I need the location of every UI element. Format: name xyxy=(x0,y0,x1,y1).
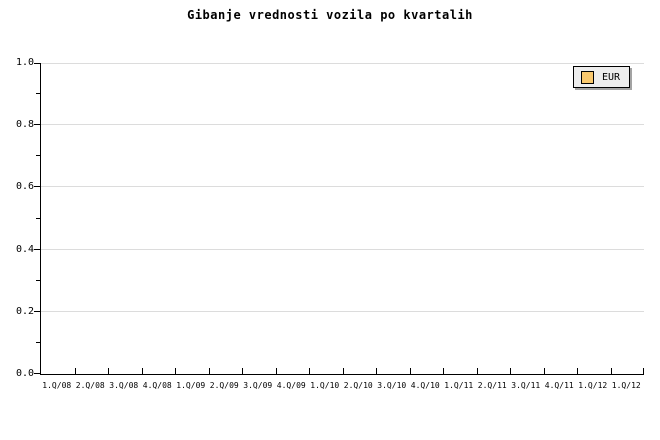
x-axis-tick xyxy=(544,368,545,374)
y-axis-tick xyxy=(34,249,40,250)
gridline-y xyxy=(41,186,644,187)
x-axis-tick-label: 4.Q/11 xyxy=(544,381,574,390)
y-axis-minor-tick xyxy=(36,93,40,94)
x-axis-tick-label: 1.Q/12 xyxy=(611,381,641,390)
x-axis-tick xyxy=(643,368,644,374)
y-axis-minor-tick xyxy=(36,342,40,343)
y-axis-tick-label: 0.4 xyxy=(15,244,34,255)
y-axis-tick-label: 0.6 xyxy=(15,181,34,192)
y-axis-tick xyxy=(34,124,40,125)
x-axis-tick xyxy=(577,368,578,374)
legend-item-label: EUR xyxy=(602,71,621,83)
x-axis-tick xyxy=(611,368,612,374)
chart-title: Gibanje vrednosti vozila po kvartalih xyxy=(187,8,473,22)
x-axis-tick xyxy=(309,368,310,374)
x-axis-tick xyxy=(376,368,377,374)
x-axis-tick-label: 4.Q/08 xyxy=(142,381,172,390)
x-axis-tick xyxy=(343,368,344,374)
x-axis-tick-label: 2.Q/10 xyxy=(343,381,373,390)
x-axis-tick xyxy=(142,368,143,374)
x-axis-tick-label: 1.Q/08 xyxy=(42,381,72,390)
x-axis-tick-label: 1.Q/12 xyxy=(578,381,608,390)
y-axis-minor-tick xyxy=(36,155,40,156)
gridline-y xyxy=(41,124,644,125)
x-axis-tick xyxy=(443,368,444,374)
x-axis-tick xyxy=(108,368,109,374)
gridline-y xyxy=(41,249,644,250)
x-axis-tick-label: 2.Q/11 xyxy=(477,381,507,390)
y-axis-minor-tick xyxy=(36,218,40,219)
gridline-y xyxy=(41,63,644,64)
plot-area xyxy=(34,63,644,375)
x-axis-tick xyxy=(75,368,76,374)
x-axis-tick xyxy=(410,368,411,374)
y-axis-tick xyxy=(34,63,40,64)
gridline-y xyxy=(41,311,644,312)
x-axis-tick-label: 3.Q/08 xyxy=(109,381,139,390)
y-axis-minor-tick xyxy=(36,280,40,281)
x-axis-tick-label: 2.Q/09 xyxy=(209,381,239,390)
x-axis-tick-label: 2.Q/08 xyxy=(75,381,105,390)
x-axis-tick xyxy=(175,368,176,374)
legend: EUR xyxy=(573,66,631,88)
y-axis-tick-label: 0.2 xyxy=(15,306,34,317)
legend-swatch-icon xyxy=(581,70,594,84)
x-axis-tick-label: 4.Q/09 xyxy=(276,381,306,390)
x-axis-tick-label: 1.Q/11 xyxy=(444,381,474,390)
y-axis-tick xyxy=(34,373,40,374)
y-axis-tick xyxy=(34,186,40,187)
x-axis-tick xyxy=(276,368,277,374)
y-axis-tick-label: 0.0 xyxy=(15,368,34,379)
x-axis-tick xyxy=(510,368,511,374)
x-axis-tick xyxy=(209,368,210,374)
y-axis-tick xyxy=(34,311,40,312)
y-axis-tick-label: 1.0 xyxy=(15,57,34,68)
x-axis-tick-label: 3.Q/11 xyxy=(511,381,541,390)
x-axis-tick-label: 4.Q/10 xyxy=(410,381,440,390)
x-axis-tick-label: 1.Q/10 xyxy=(310,381,340,390)
y-axis-tick-label: 0.8 xyxy=(15,119,34,130)
x-axis-tick-label: 3.Q/09 xyxy=(243,381,273,390)
x-axis-tick xyxy=(242,368,243,374)
x-axis-tick-label: 1.Q/09 xyxy=(176,381,206,390)
x-axis-tick xyxy=(477,368,478,374)
x-axis-tick-label: 3.Q/10 xyxy=(377,381,407,390)
